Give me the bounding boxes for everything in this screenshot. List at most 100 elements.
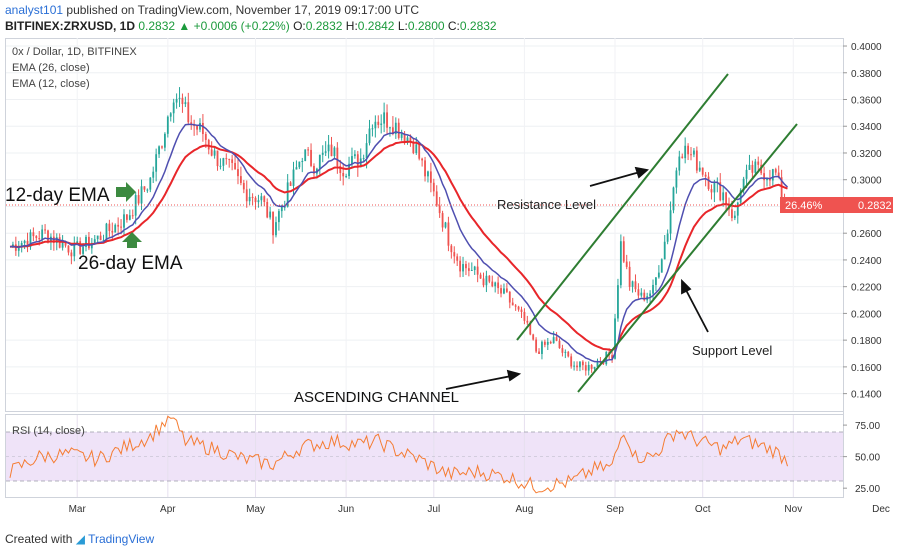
candle-body <box>333 147 336 157</box>
candle-body <box>93 239 96 243</box>
arrow-resistance <box>589 166 649 187</box>
candle-body <box>579 361 581 368</box>
candle-body <box>353 154 356 157</box>
candle-body <box>546 341 549 345</box>
candle-body <box>488 275 491 282</box>
candle-body <box>286 182 289 207</box>
candle-body <box>184 102 187 105</box>
candle-body <box>485 275 488 286</box>
publish-text: published on TradingView.com, November 1… <box>66 3 420 17</box>
candle-body <box>731 209 733 219</box>
candle-body <box>149 177 152 190</box>
candle-body <box>295 167 298 170</box>
candle-body <box>745 169 748 179</box>
candle-body <box>231 159 234 163</box>
candle-body <box>23 240 26 244</box>
candle-body <box>35 236 38 239</box>
candle-body <box>403 133 406 143</box>
time-tick-label: Apr <box>160 504 176 515</box>
candle-body <box>29 232 32 248</box>
candle-body <box>777 172 780 178</box>
change-arrow-icon: ▲ <box>178 19 191 33</box>
low-value: 0.2800 <box>407 19 445 33</box>
candle-body <box>47 230 49 243</box>
tradingview-logo-icon: ◢ <box>75 532 85 546</box>
candle-body <box>26 240 29 248</box>
candle-body <box>508 291 511 303</box>
candle-body <box>280 206 283 212</box>
candle-body <box>622 241 625 262</box>
candle-body <box>652 284 654 294</box>
candle-body <box>181 97 184 105</box>
candle-body <box>663 241 666 260</box>
candle-body <box>476 266 479 275</box>
rsi-grid <box>76 415 794 497</box>
high-value: 0.2842 <box>357 19 395 33</box>
publish-info: analyst101 published on TradingView.com,… <box>5 3 419 17</box>
candle-body <box>473 266 476 271</box>
candle-body <box>190 122 193 125</box>
candle-body <box>657 272 660 278</box>
tradingview-link[interactable]: TradingView <box>88 532 155 546</box>
candle-body <box>371 128 374 130</box>
candle-body <box>690 154 692 156</box>
candle-body <box>374 121 377 129</box>
candle-body <box>757 161 760 165</box>
candle-body <box>593 366 596 369</box>
candle-body <box>725 192 727 204</box>
candle-body <box>754 161 757 173</box>
candle-body <box>257 200 260 203</box>
candle-body <box>517 306 520 310</box>
candle-body <box>748 164 751 170</box>
ema26-annotation: 26-day EMA <box>78 253 183 274</box>
candle-body <box>453 252 456 257</box>
candle-body <box>462 264 464 272</box>
candle-body <box>61 242 64 248</box>
candle-body <box>339 165 342 173</box>
candle-body <box>166 116 169 134</box>
candle-body <box>532 334 535 340</box>
candle-body <box>356 154 359 168</box>
candle-body <box>444 222 447 228</box>
legend-ema12: EMA (12, close) <box>12 78 90 90</box>
candle-body <box>330 144 333 157</box>
candle-body <box>263 196 266 203</box>
candle-body <box>143 186 146 190</box>
candle-body <box>602 362 605 365</box>
price-tick-label: 0.3200 <box>851 149 882 160</box>
candle-body <box>131 215 134 217</box>
candle-body <box>158 146 160 155</box>
candle-body <box>421 158 424 161</box>
time-axis-ticks: Mar Apr May Jun Jul Aug Sep Oct Nov Dec <box>69 504 890 515</box>
candle-body <box>76 241 79 244</box>
candle-body <box>587 364 590 371</box>
footer: Created with ◢ TradingView <box>5 532 154 546</box>
candle-body <box>590 364 593 369</box>
candle-body <box>324 151 327 153</box>
rsi-axis-ticks: 75.00 50.00 25.00 <box>843 421 880 495</box>
candle-body <box>669 210 672 234</box>
candle-body <box>199 122 201 130</box>
price-tag-percent: 26.46% <box>785 200 823 212</box>
rsi-tick-label: 75.00 <box>855 421 880 432</box>
arrow-support <box>681 278 709 333</box>
candle-body <box>207 139 210 150</box>
candle-body <box>155 154 158 172</box>
candle-body <box>438 205 441 214</box>
candle-body <box>558 340 561 349</box>
author-link[interactable]: analyst101 <box>5 3 64 17</box>
candle-body <box>412 141 415 154</box>
time-tick-label: Oct <box>695 504 711 515</box>
candle-body <box>88 236 90 249</box>
price-tick-label: 0.3400 <box>851 122 882 133</box>
candle-body <box>73 243 76 257</box>
candle-body <box>67 245 70 253</box>
candle-body <box>549 341 552 344</box>
candle-body <box>389 127 391 129</box>
candle-body <box>351 156 353 164</box>
candle-body <box>771 169 774 181</box>
price-tag <box>780 197 893 213</box>
candle-body <box>672 187 675 211</box>
price-pane[interactable] <box>5 38 844 412</box>
